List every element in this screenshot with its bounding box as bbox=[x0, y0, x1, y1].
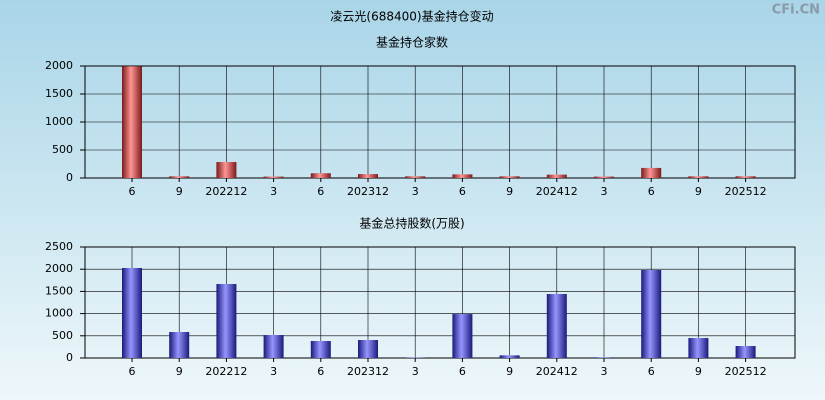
y-tick-label: 0 bbox=[66, 351, 73, 364]
x-tick-label: 3 bbox=[412, 365, 419, 378]
y-tick-label: 1000 bbox=[45, 115, 73, 128]
x-tick-label: 9 bbox=[506, 365, 513, 378]
bar bbox=[594, 176, 614, 178]
x-tick-label: 202212 bbox=[205, 185, 247, 198]
x-tick-label: 3 bbox=[601, 365, 608, 378]
y-tick-label: 0 bbox=[66, 171, 73, 184]
x-tick-label: 6 bbox=[129, 365, 136, 378]
bar bbox=[216, 283, 237, 358]
bar bbox=[169, 332, 190, 358]
bar bbox=[310, 340, 331, 358]
y-tick-label: 500 bbox=[52, 329, 73, 342]
bar bbox=[499, 355, 520, 358]
bar bbox=[688, 338, 709, 358]
bar bbox=[594, 357, 614, 358]
bar bbox=[735, 176, 756, 178]
x-tick-label: 3 bbox=[601, 185, 608, 198]
bar bbox=[641, 269, 662, 358]
x-tick-label: 6 bbox=[317, 185, 324, 198]
x-tick-label: 3 bbox=[412, 185, 419, 198]
x-tick-label: 9 bbox=[176, 185, 183, 198]
x-tick-label: 9 bbox=[695, 185, 702, 198]
x-tick-label: 202412 bbox=[536, 185, 578, 198]
x-tick-label: 6 bbox=[459, 185, 466, 198]
y-tick-label: 1500 bbox=[45, 284, 73, 297]
bar bbox=[263, 176, 284, 178]
x-tick-label: 3 bbox=[270, 365, 277, 378]
y-tick-label: 1000 bbox=[45, 307, 73, 320]
x-tick-label: 202212 bbox=[205, 365, 247, 378]
y-tick-label: 2500 bbox=[45, 240, 73, 253]
y-tick-label: 2000 bbox=[45, 59, 73, 72]
bar bbox=[546, 174, 567, 178]
y-tick-label: 500 bbox=[52, 143, 73, 156]
y-tick-label: 1500 bbox=[45, 87, 73, 100]
x-tick-label: 6 bbox=[648, 365, 655, 378]
bar bbox=[688, 176, 709, 178]
bar bbox=[452, 174, 473, 178]
x-tick-label: 9 bbox=[176, 365, 183, 378]
x-tick-label: 202312 bbox=[347, 365, 389, 378]
page-title: 凌云光(688400)基金持仓变动 bbox=[330, 9, 493, 24]
x-tick-label: 9 bbox=[695, 365, 702, 378]
y-tick-label: 2000 bbox=[45, 262, 73, 275]
bar bbox=[122, 66, 142, 178]
x-tick-label: 9 bbox=[506, 185, 513, 198]
x-tick-label: 202312 bbox=[347, 185, 389, 198]
chart-title: 基金总持股数(万股) bbox=[359, 216, 464, 231]
bar bbox=[546, 294, 567, 358]
x-tick-label: 6 bbox=[129, 185, 136, 198]
bar bbox=[735, 346, 756, 358]
bar bbox=[358, 174, 378, 178]
x-tick-label: 202512 bbox=[725, 185, 767, 198]
x-tick-label: 6 bbox=[648, 185, 655, 198]
bar bbox=[310, 173, 331, 178]
x-tick-label: 202412 bbox=[536, 365, 578, 378]
x-tick-label: 6 bbox=[317, 365, 324, 378]
x-tick-label: 202512 bbox=[725, 365, 767, 378]
bar bbox=[263, 335, 284, 358]
bar bbox=[452, 314, 473, 358]
bar bbox=[169, 176, 190, 178]
bar bbox=[499, 176, 520, 178]
bar bbox=[358, 340, 378, 358]
chart-title: 基金持仓家数 bbox=[376, 35, 448, 50]
watermark: CFi.CN bbox=[772, 3, 820, 18]
x-tick-label: 6 bbox=[459, 365, 466, 378]
x-tick-label: 3 bbox=[270, 185, 277, 198]
bar bbox=[216, 162, 237, 178]
bar bbox=[122, 268, 142, 358]
bar bbox=[405, 176, 426, 178]
bar bbox=[641, 167, 662, 178]
